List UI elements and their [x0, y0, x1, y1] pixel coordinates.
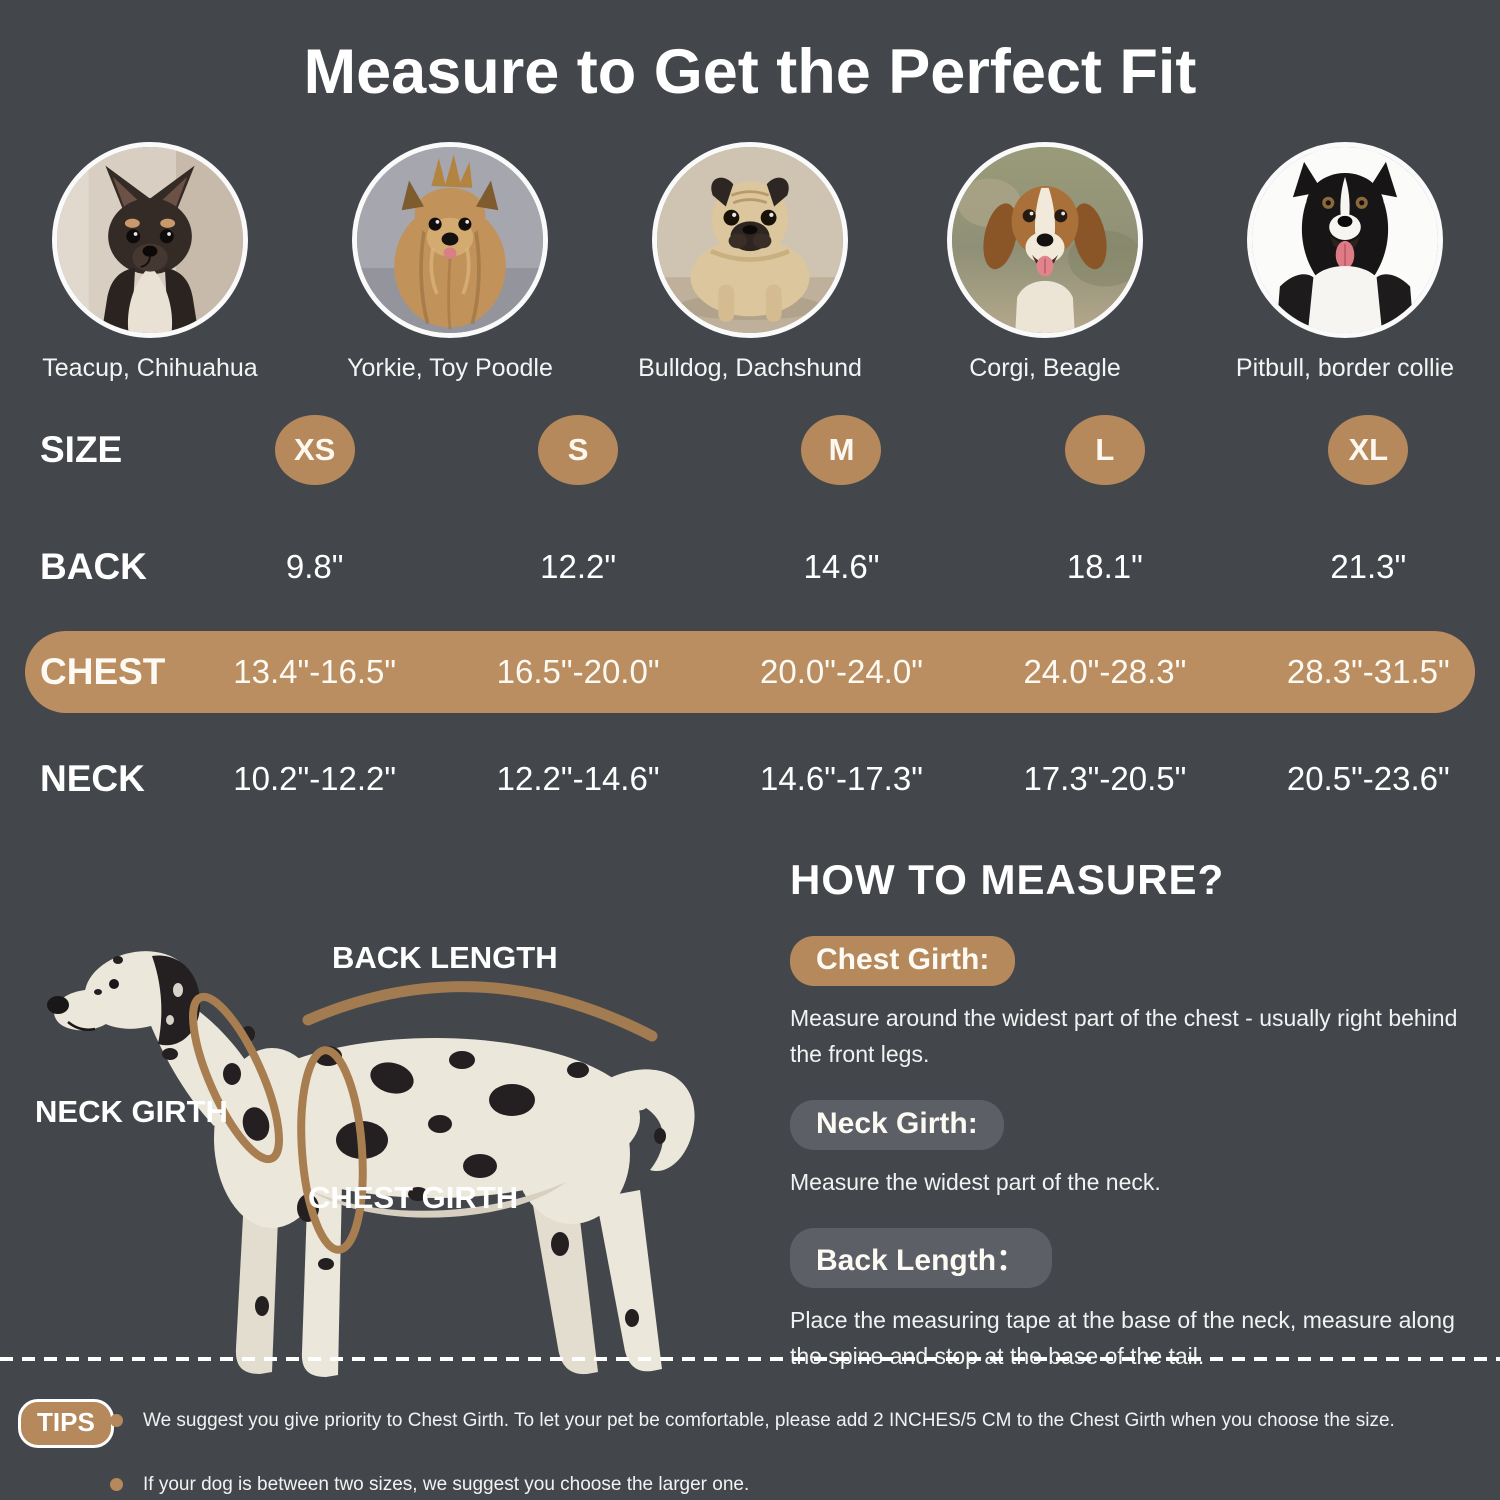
- chest-girth-instruction: Measure around the widest part of the ch…: [790, 1005, 1458, 1067]
- tip-text: We suggest you give priority to Chest Gi…: [143, 1410, 1395, 1431]
- how-to-measure-heading: HOW TO MEASURE?: [790, 856, 1225, 903]
- size-badge-s: S: [538, 415, 619, 485]
- neck-girth-instruction: Measure the widest part of the neck.: [790, 1169, 1161, 1195]
- dog-card-yorkie: Yorkie, Toy Poodle: [300, 142, 600, 383]
- row-label-neck: NECK: [40, 758, 145, 799]
- chest-girth-pill: Chest Girth:: [790, 936, 1016, 986]
- breed-label: Corgi, Beagle: [969, 354, 1121, 382]
- size-badge-l: L: [1064, 415, 1145, 485]
- neck-row: NECK 10.2"-12.2" 12.2"-14.6" 14.6"-17.3"…: [40, 741, 1500, 817]
- how-to-measure-section: HOW TO MEASURE? Chest Girth: Measure aro…: [790, 856, 1478, 1402]
- chest-girth-label: CHEST GIRTH: [308, 1180, 519, 1215]
- neck-value: 12.2"-14.6": [496, 760, 660, 797]
- breed-label: Pitbull, border collie: [1235, 354, 1455, 382]
- size-badge-xl: XL: [1328, 415, 1409, 485]
- chest-value: 28.3"-31.5": [1286, 653, 1450, 690]
- dog-card-chihuahua: Teacup, Chihuahua: [0, 142, 300, 383]
- chest-row-highlight-band: [25, 631, 1475, 713]
- tips-badge: TIPS: [18, 1399, 114, 1448]
- chest-value: 16.5"-20.0": [496, 653, 660, 690]
- dog-card-border-collie: Pitbull, border collie: [1195, 142, 1495, 383]
- dog-card-beagle: Corgi, Beagle: [895, 142, 1195, 383]
- beagle-illustration: [952, 147, 1138, 333]
- breed-label: Yorkie, Toy Poodle: [347, 354, 553, 382]
- neck-girth-pill: Neck Girth:: [790, 1100, 1004, 1150]
- back-value: 9.8": [285, 548, 344, 585]
- size-badge-m: M: [801, 415, 882, 485]
- neck-value: 10.2"-12.2": [233, 760, 397, 797]
- back-value: 12.2": [540, 548, 617, 585]
- back-value: 21.3": [1330, 548, 1407, 585]
- beagle-photo: [947, 142, 1143, 338]
- back-value: 18.1": [1066, 548, 1143, 585]
- pug-photo: [652, 142, 848, 338]
- pug-illustration: [657, 147, 843, 333]
- yorkie-illustration: [357, 147, 543, 333]
- border-collie-photo: [1247, 142, 1443, 338]
- breed-label: Bulldog, Dachshund: [638, 354, 862, 382]
- row-label-size: SIZE: [40, 429, 123, 470]
- bullet-dot-icon: [110, 1414, 123, 1427]
- back-value: 14.6": [803, 548, 880, 585]
- chest-value: 13.4"-16.5": [233, 653, 397, 690]
- size-row: SIZE XS S M L XL: [40, 412, 1500, 488]
- chest-value: 20.0"-24.0": [760, 653, 923, 690]
- neck-girth-label: NECK GIRTH: [35, 1094, 228, 1129]
- chest-value: 24.0"-28.3": [1023, 653, 1187, 690]
- dashed-divider: [0, 1357, 1500, 1361]
- border-collie-illustration: [1252, 147, 1438, 333]
- back-row: BACK 9.8" 12.2" 14.6" 18.1" 21.3": [40, 529, 1500, 605]
- tip-item: We suggest you give priority to Chest Gi…: [110, 1408, 1495, 1434]
- chihuahua-illustration: [57, 147, 243, 333]
- yorkie-photo: [352, 142, 548, 338]
- back-length-label: BACK LENGTH: [332, 940, 558, 975]
- dog-card-pug: Bulldog, Dachshund: [600, 142, 900, 383]
- tips-list: We suggest you give priority to Chest Gi…: [110, 1408, 1495, 1500]
- row-label-back: BACK: [40, 546, 147, 587]
- neck-value: 14.6"-17.3": [760, 760, 923, 797]
- tip-item: If your dog is between two sizes, we sug…: [110, 1472, 1495, 1498]
- dalmatian-measure-illustration: [47, 951, 695, 1377]
- chihuahua-photo: [52, 142, 248, 338]
- row-label-chest: CHEST: [40, 651, 166, 692]
- page-title: Measure to Get the Perfect Fit: [303, 37, 1197, 107]
- size-badge-xs: XS: [274, 415, 355, 485]
- back-length-instruction: Place the measuring tape at the base of …: [790, 1307, 1455, 1369]
- chest-row: CHEST 13.4"-16.5" 16.5"-20.0" 20.0"-24.0…: [40, 631, 1500, 713]
- neck-value: 17.3"-20.5": [1023, 760, 1187, 797]
- tip-text: If your dog is between two sizes, we sug…: [143, 1474, 750, 1495]
- bullet-dot-icon: [110, 1478, 123, 1491]
- neck-value: 20.5"-23.6": [1286, 760, 1450, 797]
- back-length-pill: Back Length：: [790, 1228, 1053, 1288]
- breed-label: Teacup, Chihuahua: [42, 354, 258, 382]
